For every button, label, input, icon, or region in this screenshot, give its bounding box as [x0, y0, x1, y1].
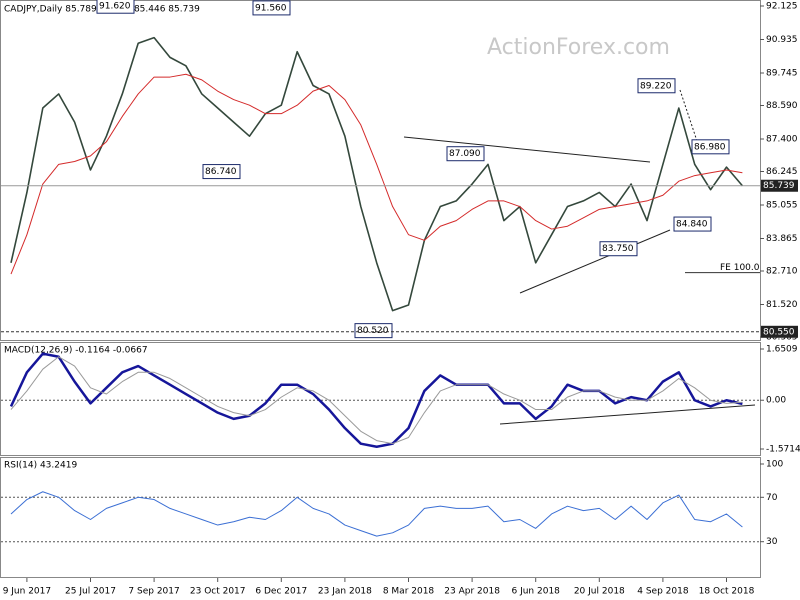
y-tick-label: 1.6509 [766, 345, 798, 355]
trend-line [519, 229, 671, 294]
annotation-label: 87.090 [449, 149, 481, 159]
series-line [9, 352, 743, 449]
annotation-box [252, 0, 291, 16]
y-tick-label: 85.055 [766, 200, 798, 210]
annotation-label: 91.560 [255, 3, 287, 13]
annotation-box [202, 164, 241, 180]
x-tick-label: 23 Jan 2018 [318, 587, 372, 597]
support-label: 80.550 [763, 327, 795, 337]
y-tick-label: 83.865 [766, 234, 798, 244]
x-tick-label: 23 Apr 2018 [444, 587, 500, 597]
annotation-label: 80.520 [357, 326, 389, 336]
series-line [10, 356, 743, 445]
macd-panel [0, 342, 761, 456]
y-tick-label: 81.520 [766, 300, 798, 310]
annotation-label: 91.620 [99, 2, 131, 12]
y-tick-label: 87.400 [766, 134, 798, 144]
x-tick-label: 4 Sep 2018 [637, 587, 689, 597]
annotation-box [673, 216, 712, 232]
trend-line [403, 136, 651, 163]
y-tick-label: 89.745 [766, 68, 798, 78]
x-tick-label: 7 Sep 2017 [128, 587, 179, 597]
x-tick-label: 18 Oct 2018 [699, 587, 755, 597]
annotation-box [637, 78, 676, 94]
x-tick-label: 6 Dec 2017 [255, 587, 307, 597]
x-tick-label: 9 Jun 2017 [3, 587, 51, 597]
y-tick-label: 82.710 [766, 266, 798, 276]
annotation-label: 86.980 [694, 142, 726, 152]
series-line [10, 36, 744, 312]
annotation-label: 84.840 [676, 220, 708, 230]
series-line [10, 73, 743, 275]
annotation-label: 89.220 [640, 81, 672, 91]
x-tick-label: 25 Jul 2017 [65, 587, 116, 597]
y-tick-label: 92.125 [766, 2, 798, 12]
fe-label: FE 100.0 [720, 263, 760, 273]
y-tick-label: 30 [766, 537, 778, 547]
y-tick-label: -1.5714 [766, 445, 800, 455]
price-panel [0, 0, 761, 341]
rsi-title: RSI(14) 43.2419 [4, 461, 77, 471]
last-price-box [761, 179, 798, 192]
series-line [10, 491, 743, 537]
y-tick-label: 70 [766, 493, 778, 503]
x-tick-label: 6 Jun 2018 [511, 587, 560, 597]
y-tick-label: 90.935 [766, 35, 798, 45]
rsi-panel [0, 457, 761, 578]
annotation-box [354, 323, 393, 339]
y-tick-label: 88.590 [766, 101, 798, 111]
support-box [761, 325, 798, 338]
y-tick-label: 86.245 [766, 167, 798, 177]
annotation-label: 83.750 [602, 244, 634, 254]
x-tick-label: 20 Jul 2018 [574, 587, 625, 597]
annotation-box [446, 146, 485, 162]
annotation-box [599, 241, 638, 257]
x-tick-label: 8 Mar 2018 [383, 587, 435, 597]
y-tick-label: 100 [766, 460, 783, 470]
x-tick-label: 23 Oct 2017 [190, 587, 246, 597]
annotation-box [691, 139, 730, 155]
last-price-label: 85.739 [763, 181, 795, 191]
annotation-box [96, 0, 135, 14]
annotation-label: 86.740 [205, 167, 237, 177]
macd-title: MACD(12,26,9) -0.1164 -0.0667 [4, 346, 148, 356]
trend-line [499, 404, 756, 425]
y-tick-label: 0.00 [766, 396, 786, 406]
watermark: ActionForex.com [487, 35, 670, 60]
